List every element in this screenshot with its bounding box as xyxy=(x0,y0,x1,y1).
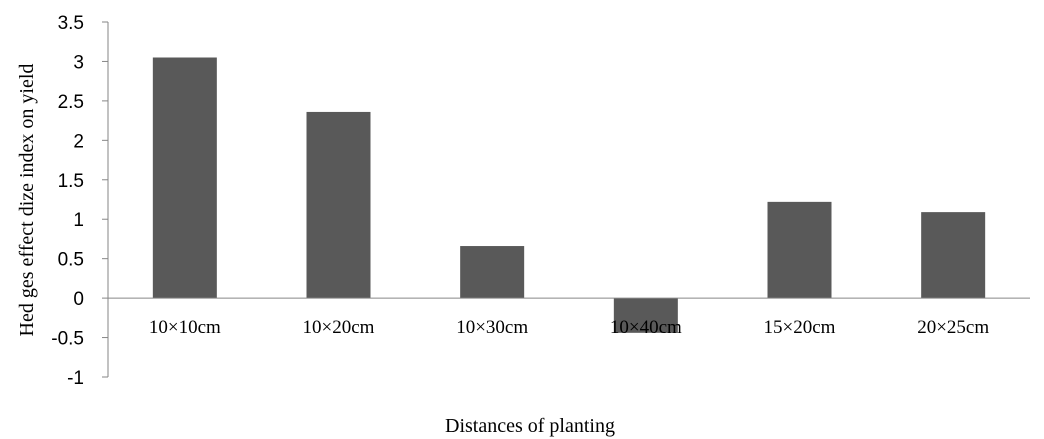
y-tick-label: 0.5 xyxy=(58,250,84,271)
x-tick-label: 10×10cm xyxy=(149,317,221,338)
y-tick-label: -1 xyxy=(67,368,84,389)
x-tick-label: 10×20cm xyxy=(303,317,375,338)
y-tick-label: 0 xyxy=(73,289,84,310)
x-tick-label: 15×20cm xyxy=(764,317,836,338)
x-axis-tick-labels: 10×10cm 10×20cm 10×30cm 10×40cm 15×20cm 20×25… xyxy=(149,317,989,338)
y-tick-label: 3 xyxy=(73,52,84,73)
y-tick-label: -0.5 xyxy=(51,329,84,350)
bar xyxy=(460,246,525,299)
y-axis-title: Hed ges effect dize index on yield xyxy=(16,64,38,337)
bar xyxy=(152,57,217,299)
y-tick-label: 3.5 xyxy=(58,13,84,34)
bar xyxy=(306,111,371,299)
y-tick-label: 1 xyxy=(73,210,84,231)
bar xyxy=(613,298,678,333)
y-tick-label: 1.5 xyxy=(58,171,84,192)
x-tick-label: 20×25cm xyxy=(917,317,989,338)
bar xyxy=(767,201,832,299)
y-tick-label: 2.5 xyxy=(58,92,84,113)
y-axis: 3.5 3 2.5 2 1.5 1 0.5 0 -0.5 -1 xyxy=(51,13,109,389)
bars xyxy=(152,57,986,333)
x-tick-label: 10×30cm xyxy=(456,317,528,338)
y-tick-label: 2 xyxy=(73,131,84,152)
bar xyxy=(921,212,986,299)
x-tick-label: 10×40cm xyxy=(610,317,682,338)
x-axis-title: Distances of planting xyxy=(445,415,615,437)
